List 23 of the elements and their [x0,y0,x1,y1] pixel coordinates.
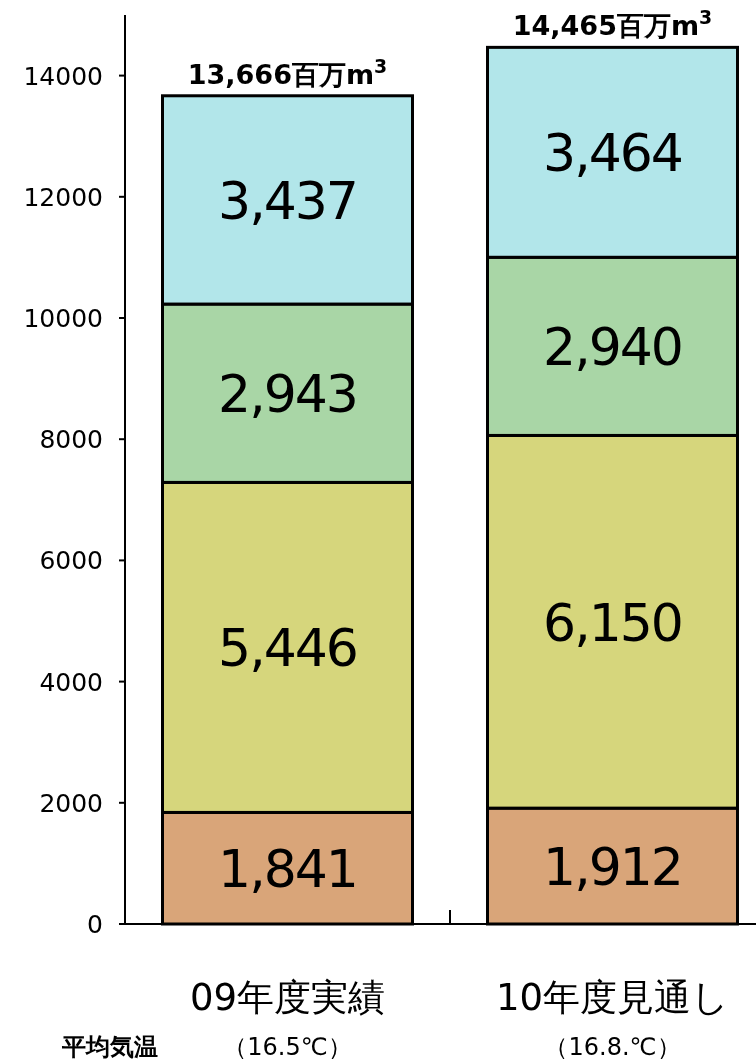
data-label: 1,841 [218,839,357,900]
x-tick-label: 10年度見通し [495,976,730,1019]
total-label: 14,465百万m$^{3}$ [512,6,713,42]
y-tick-label: 0 [87,910,103,939]
text: 平均気温 [61,1033,158,1061]
data-label: 2,940 [543,317,682,378]
data-label: 1,912 [543,837,682,898]
y-tick-label: 4000 [39,667,103,697]
y-tick-label: 10000 [23,304,103,333]
text: （16.5℃） [223,1033,352,1061]
y-tick-label: 6000 [39,546,103,576]
total-label: 13,666百万m$^{3}$ [187,54,388,90]
y-tick-label: 8000 [39,425,103,455]
data-label: 3,437 [218,170,357,231]
text: （16.8.℃） [544,1033,681,1061]
y-tick-label: 14000 [23,61,103,91]
data-label: 6,150 [543,592,682,653]
data-label: 3,464 [543,123,682,184]
y-tick-label: 12000 [23,182,103,212]
x-tick-label: 09年度実績 [189,976,386,1019]
data-label: 5,446 [218,618,357,679]
y-tick-label: 2000 [39,788,103,818]
data-label: 2,943 [218,364,357,425]
